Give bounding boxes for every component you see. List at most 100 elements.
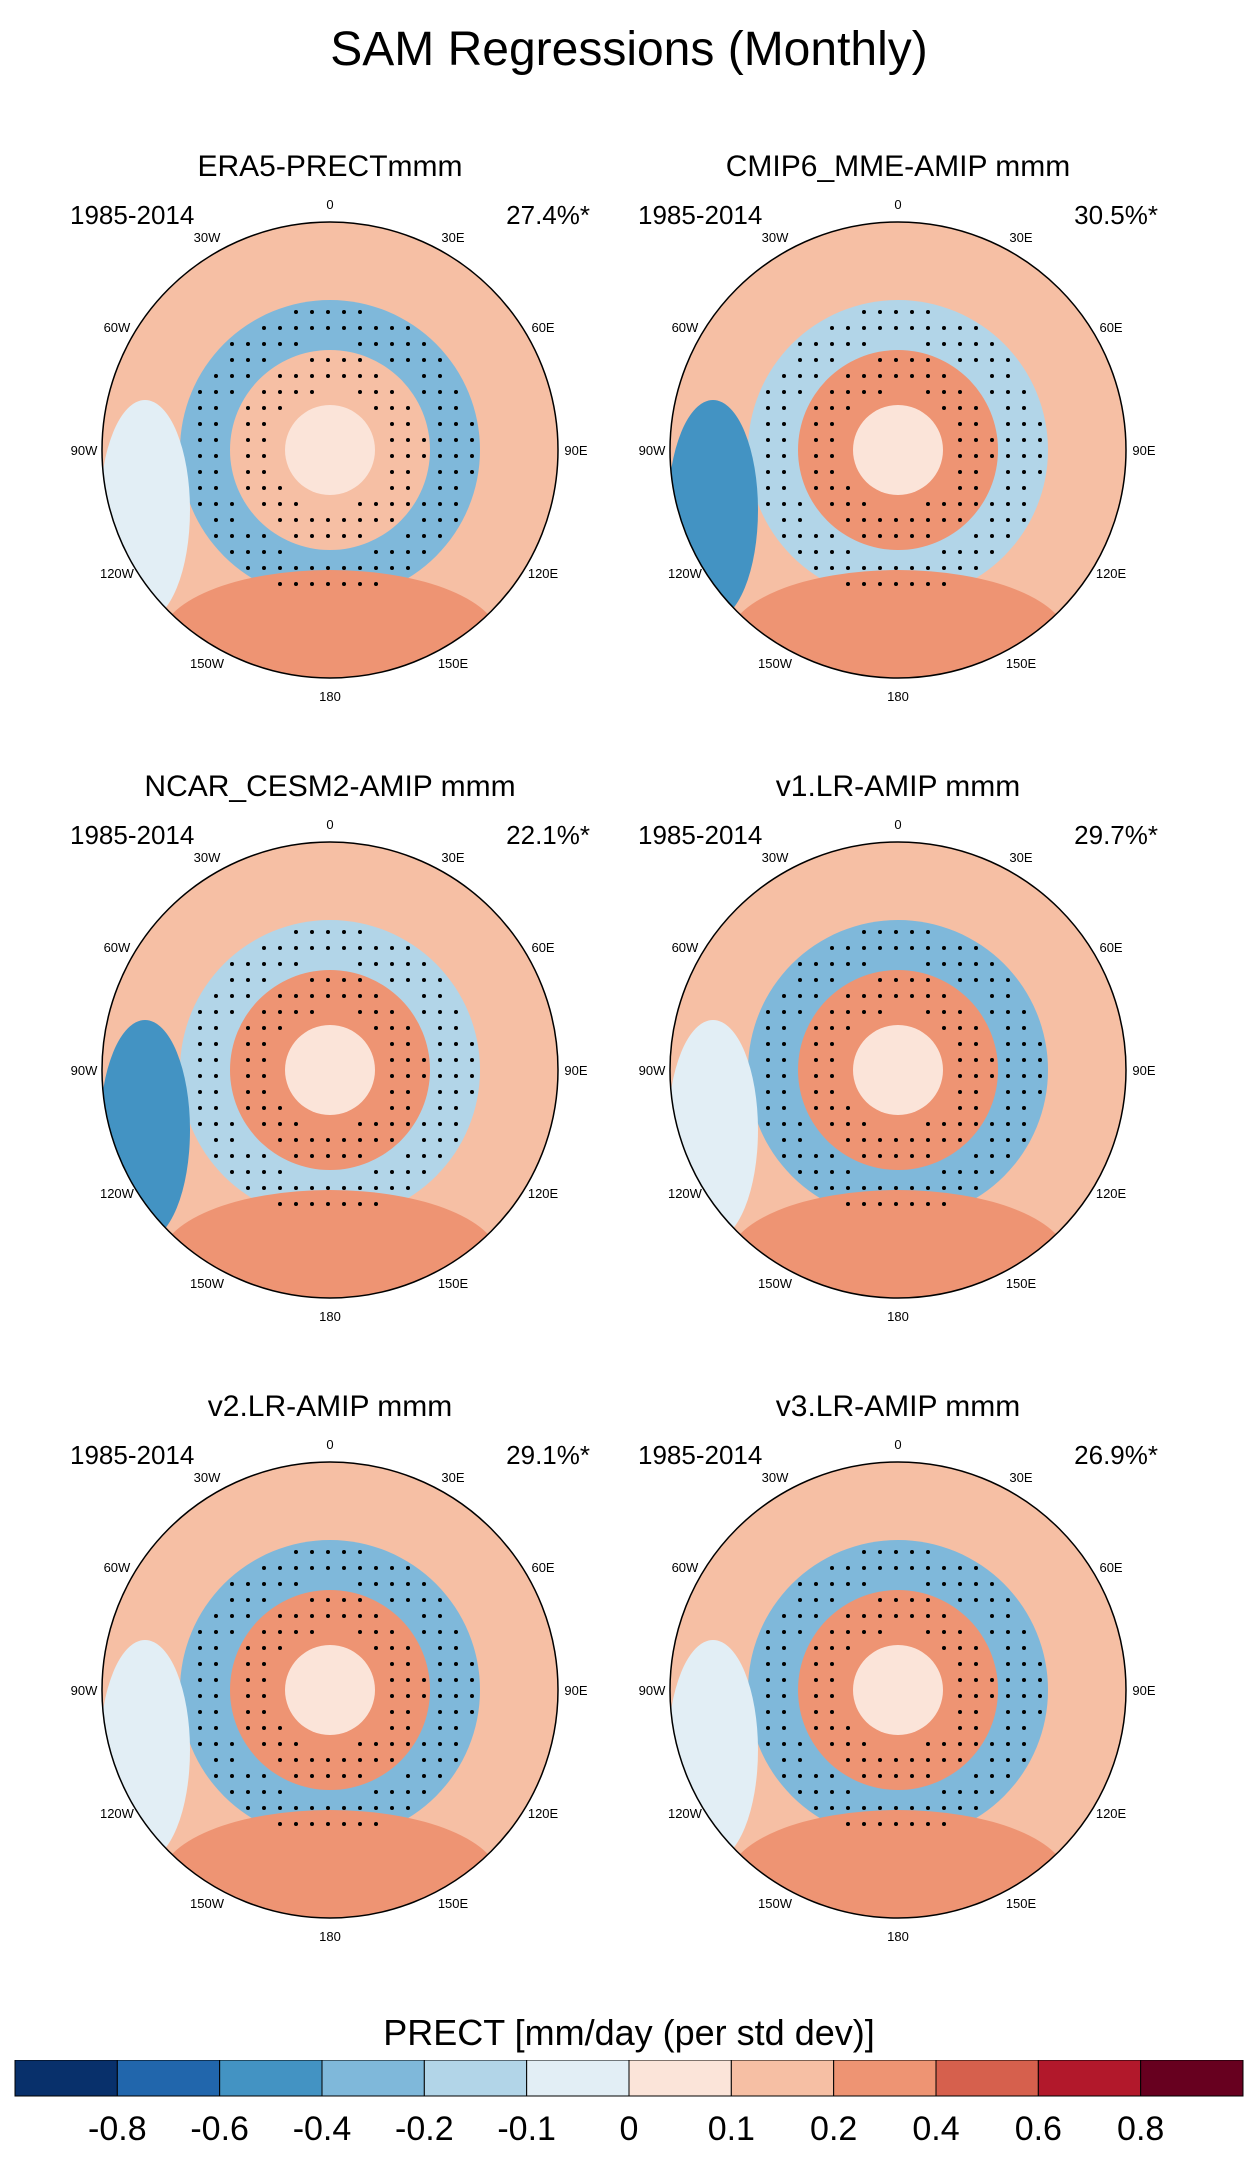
map-boundary [669, 1461, 1127, 1919]
longitude-label: 30E [441, 850, 464, 865]
longitude-label: 120W [668, 1806, 703, 1821]
longitude-label: 150E [438, 1896, 469, 1911]
longitude-label: 60W [672, 1560, 699, 1575]
polar-map: 0 30E 60E 90E 120E 150E 180 150W 120W 90W 60W 30W [71, 1437, 588, 1944]
map-panel-3: NCAR_CESM2-AMIP mmm 1985-2014 22.1%* 0 30… [30, 770, 630, 1330]
longitude-label: 30E [1009, 230, 1032, 245]
colorbar-swatch [526, 2060, 630, 2097]
longitude-label: 30W [194, 230, 221, 245]
longitude-label: 0 [326, 197, 333, 212]
longitude-label: 30W [762, 1470, 789, 1485]
colorbar-tick-label: -0.8 [88, 2110, 147, 2148]
period-label: 1985-2014 [638, 200, 763, 230]
longitude-label: 150W [758, 1276, 793, 1291]
longitude-label: 120W [668, 566, 703, 581]
longitude-label: 90W [639, 1683, 666, 1698]
colorbar-tick-label: 0.1 [708, 2110, 755, 2148]
field-layer [670, 1462, 1126, 1918]
longitude-label: 120E [528, 566, 559, 581]
colorbar-swatch [116, 2060, 221, 2097]
longitude-label: 90W [639, 443, 666, 458]
longitude-label: 150E [1006, 656, 1037, 671]
variance-percent: 27.4%* [506, 200, 590, 230]
panel-title: NCAR_CESM2-AMIP mmm [144, 770, 516, 803]
map-boundary [669, 221, 1127, 679]
field-layer [670, 842, 1126, 1298]
colorbar: -0.8 -0.6 -0.4 -0.2 -0.1 0 0.1 0.2 0.4 0.6 0.8 [14, 2060, 1244, 2148]
longitude-labels: 0 30E 60E 90E 120E 150E 180 150W 120W 90W 60W 30W [71, 197, 588, 704]
longitude-labels: 0 30E 60E 90E 120E 150E 180 150W 120W 90W 60W 30W [639, 817, 1156, 1324]
longitude-label: 0 [326, 1437, 333, 1452]
map-boundary [669, 841, 1127, 1299]
period-label: 1985-2014 [638, 820, 763, 850]
polar-cap [853, 405, 943, 495]
longitude-label: 30W [194, 1470, 221, 1485]
longitude-label: 150E [438, 656, 469, 671]
longitude-labels: 0 30E 60E 90E 120E 150E 180 150W 120W 90W 60W 30W [639, 197, 1156, 704]
field-layer [102, 222, 558, 678]
polar-map: 0 30E 60E 90E 120E 150E 180 150W 120W 90W 60W 30W [639, 197, 1156, 704]
colorbar-tick-label: 0 [620, 2110, 639, 2148]
variance-percent: 29.7%* [1074, 820, 1158, 850]
colorbar-tick-label: 0.8 [1117, 2110, 1164, 2148]
colorbar-tick-label: -0.2 [395, 2110, 454, 2148]
longitude-label: 90E [564, 1683, 587, 1698]
longitude-label: 180 [319, 1309, 341, 1324]
colorbar-swatch [423, 2060, 528, 2097]
field-layer [102, 1462, 558, 1918]
colorbar-tick-label: -0.6 [190, 2110, 249, 2148]
longitude-label: 150E [1006, 1276, 1037, 1291]
map-panel-1: ERA5-PRECTmmm 1985-2014 27.4%* 0 30E 60E 90… [30, 150, 630, 710]
map-panel-4: v1.LR-AMIP mmm 1985-2014 29.7%* 0 30E 60E 9… [598, 770, 1198, 1330]
map-boundary [101, 1461, 559, 1919]
polar-map: 0 30E 60E 90E 120E 150E 180 150W 120W 90W 60W 30W [71, 817, 588, 1324]
panel-title: v3.LR-AMIP mmm [775, 1390, 1021, 1423]
longitude-label: 30E [441, 1470, 464, 1485]
polar-map: 0 30E 60E 90E 120E 150E 180 150W 120W 90W 60W 30W [639, 817, 1156, 1324]
colorbar-swatch [935, 2060, 1039, 2097]
longitude-label: 30W [194, 850, 221, 865]
period-label: 1985-2014 [70, 200, 195, 230]
longitude-label: 60E [531, 320, 554, 335]
colorbar-swatch [321, 2060, 425, 2097]
significance-stipple [198, 930, 474, 1206]
longitude-label: 120W [668, 1186, 703, 1201]
pacific-negative-sector [102, 1020, 190, 1240]
map-boundary [101, 841, 559, 1299]
significance-stipple [766, 930, 1042, 1206]
polar-cap [853, 1645, 943, 1735]
colorbar-swatch [14, 2060, 118, 2097]
field-layer [102, 842, 558, 1298]
longitude-label: 90W [71, 443, 98, 458]
longitude-label: 180 [887, 689, 909, 704]
figure-title: SAM Regressions (Monthly) [330, 23, 928, 76]
longitude-label: 60E [1099, 1560, 1122, 1575]
longitude-label: 150W [190, 656, 225, 671]
longitude-label: 150W [758, 656, 793, 671]
colorbar-swatch [833, 2060, 937, 2097]
colorbar-title: PRECT [mm/day (per std dev)] [383, 2012, 875, 2053]
panel-title: CMIP6_MME-AMIP mmm [725, 150, 1071, 183]
longitude-label: 180 [887, 1929, 909, 1944]
longitude-label: 30W [762, 230, 789, 245]
longitude-label: 60W [672, 320, 699, 335]
pacific-negative-sector [670, 1020, 758, 1240]
longitude-label: 90W [71, 1063, 98, 1078]
colorbar-swatch [1037, 2060, 1142, 2097]
polar-map: 0 30E 60E 90E 120E 150E 180 150W 120W 90W 60W 30W [639, 1437, 1156, 1944]
longitude-label: 0 [326, 817, 333, 832]
longitude-label: 60W [672, 940, 699, 955]
longitude-label: 120W [100, 1806, 135, 1821]
longitude-label: 30E [441, 230, 464, 245]
significance-stipple [766, 1550, 1042, 1826]
longitude-label: 90E [564, 443, 587, 458]
longitude-label: 90E [1132, 1063, 1155, 1078]
colorbar-tick-label: -0.4 [293, 2110, 352, 2148]
variance-percent: 26.9%* [1074, 1440, 1158, 1470]
longitude-label: 180 [319, 689, 341, 704]
significance-stipple [766, 310, 1042, 586]
longitude-label: 150W [190, 1896, 225, 1911]
colorbar-swatch [219, 2060, 323, 2097]
longitude-label: 60E [531, 1560, 554, 1575]
longitude-label: 90E [1132, 1683, 1155, 1698]
